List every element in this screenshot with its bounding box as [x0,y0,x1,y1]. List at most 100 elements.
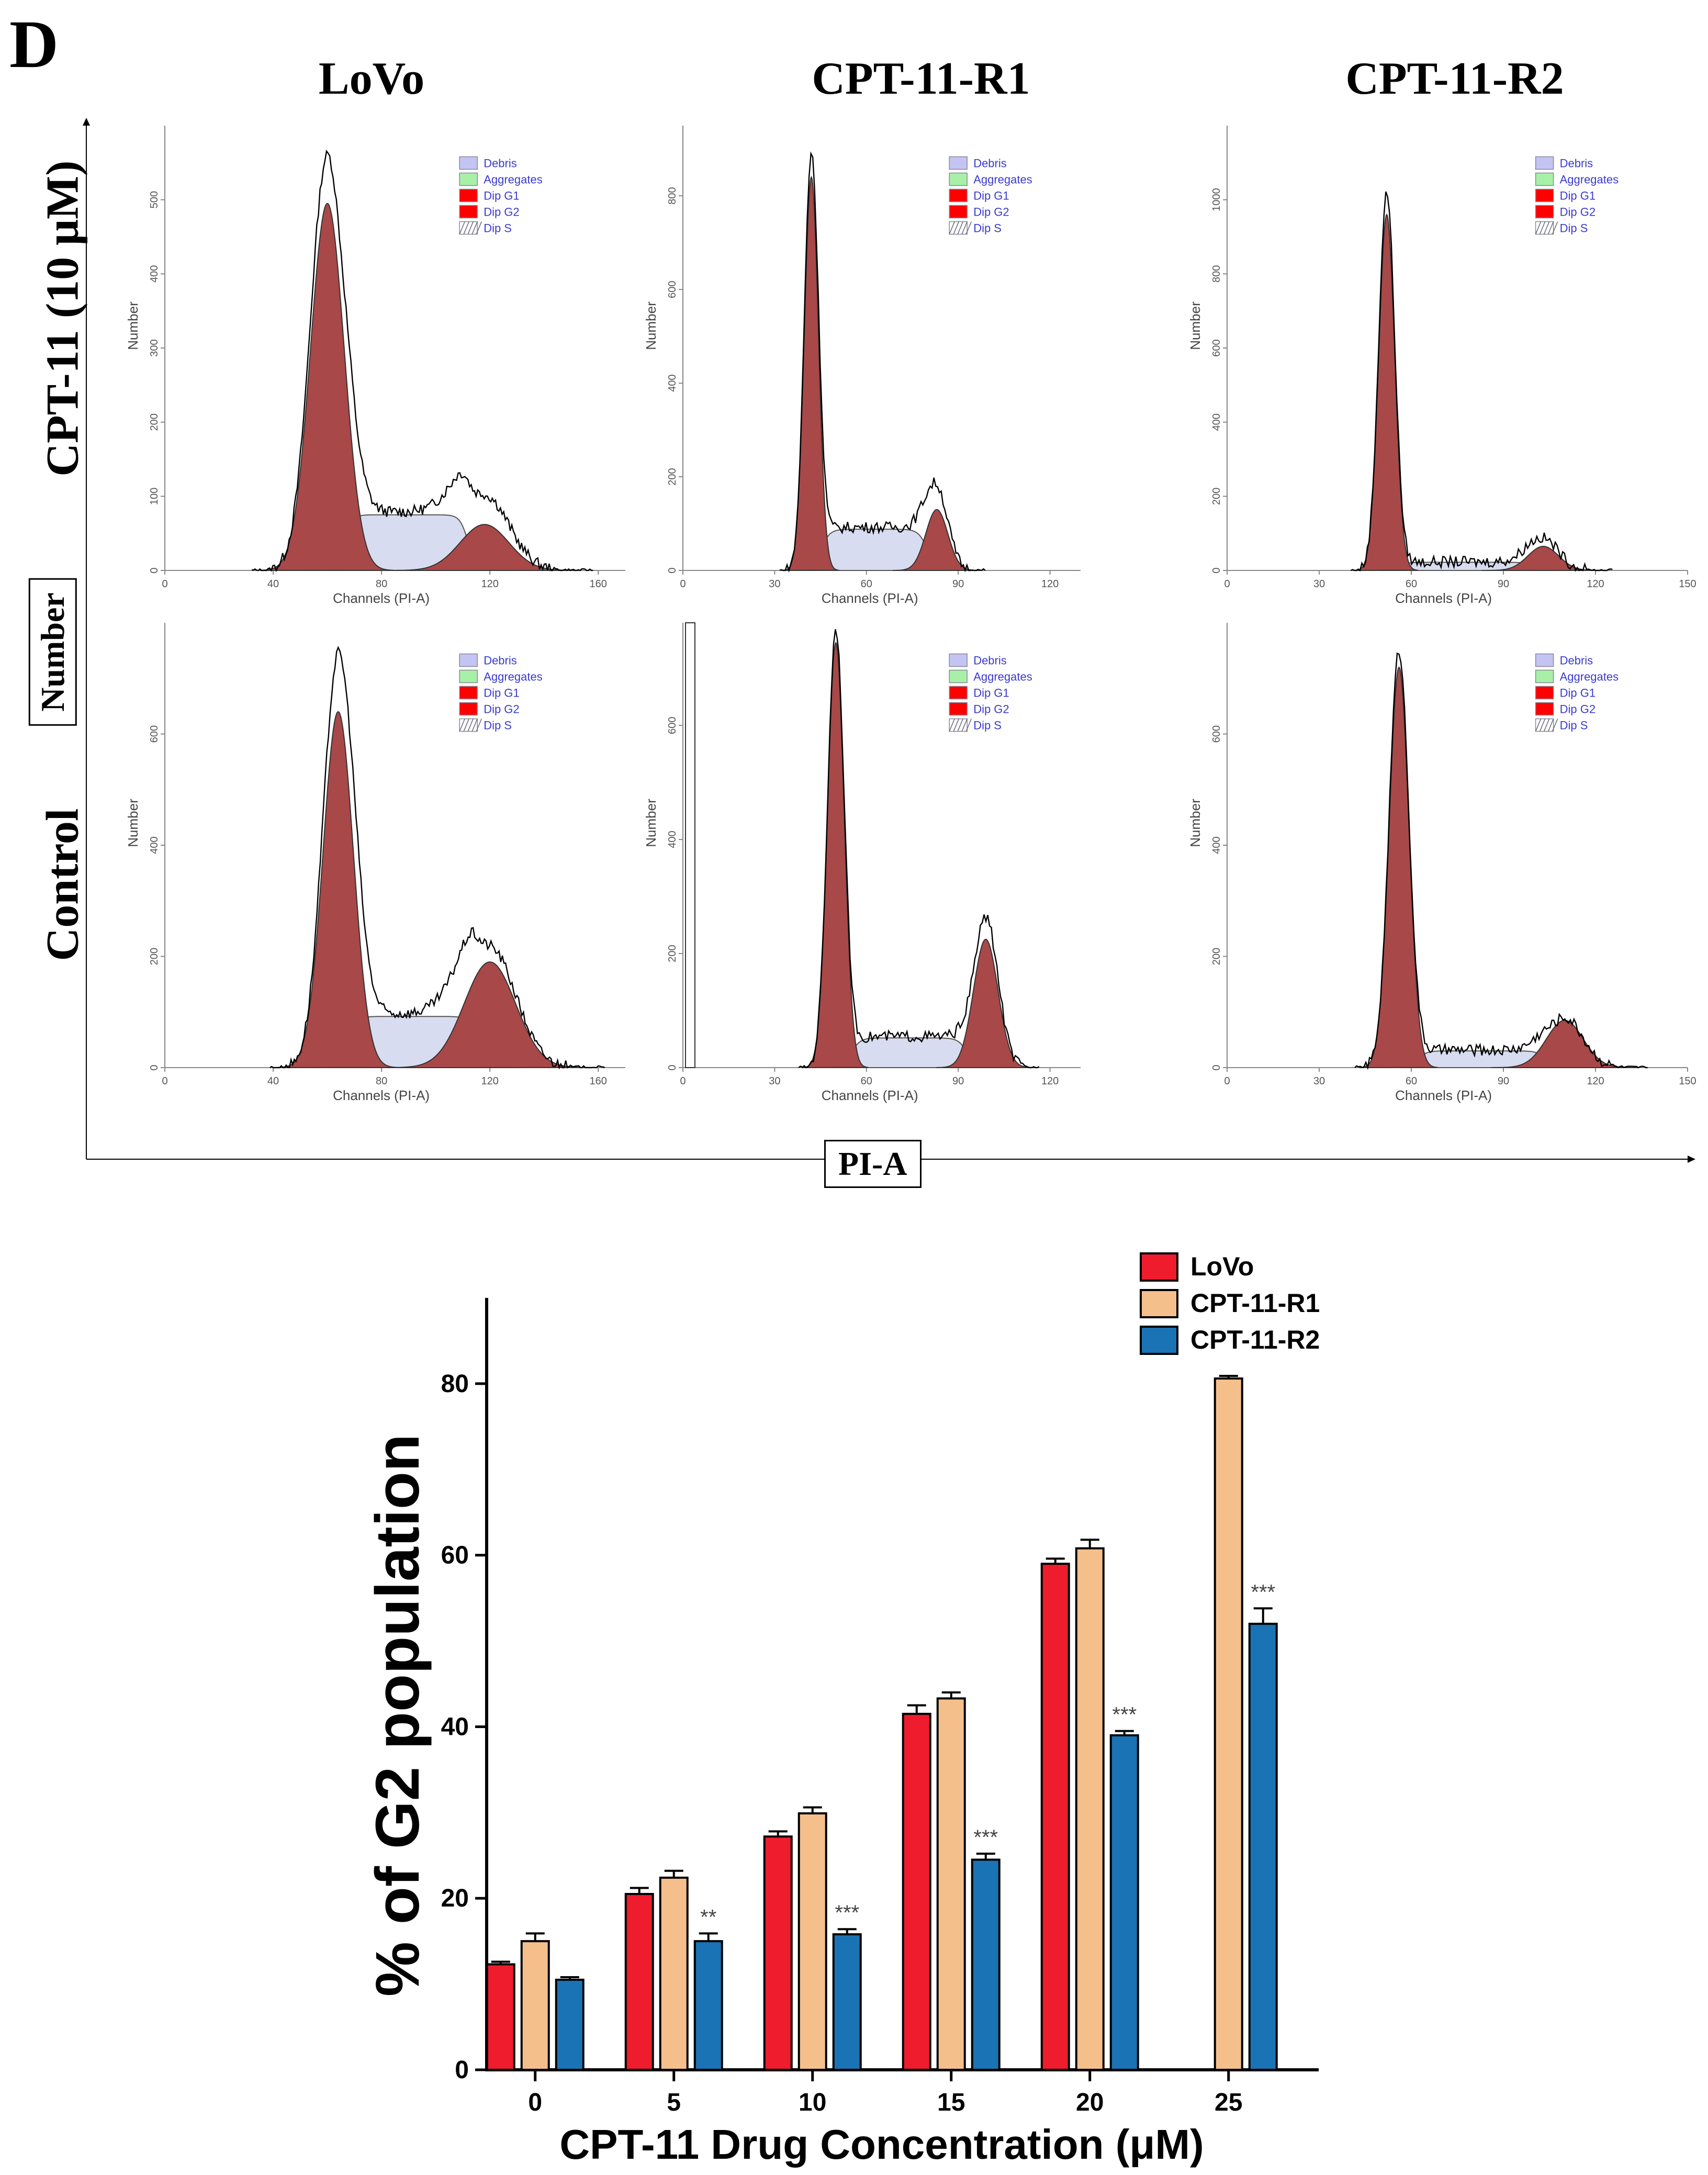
legend-swatch-dip-g1 [1535,188,1554,203]
legend-swatch-debris [949,653,968,667]
bar-legend-swatch-lovo [1140,1252,1178,1282]
hist-x-tick-label: 0 [162,1075,167,1087]
legend-label: Dip S [973,719,1002,732]
hist-g1-peak [802,641,869,1069]
bar-legend-label: CPT-11-R2 [1190,1325,1320,1354]
hist-y-label: Number [643,301,659,350]
hist-y-label: Number [643,799,659,847]
hist-x-tick-label: 60 [861,578,872,590]
bar-lovo-5 [624,1893,654,2071]
hist-y-tick-label: 600 [667,716,678,734]
legend-label: Aggregates [973,173,1032,186]
legend-hatch [467,719,474,732]
legend-label: Dip G1 [484,687,519,700]
legend-hatch [1552,719,1558,732]
legend-swatch-debris [1535,156,1554,170]
bar-x-tick-label: 10 [799,2089,826,2116]
hist-y-tick-label: 0 [149,567,160,573]
legend-swatch-aggregates [949,172,968,186]
bar-y-tick-label: 20 [441,1885,469,1912]
hist-y-tick-label: 0 [667,567,678,573]
hist-x-tick-label: 30 [769,1075,780,1087]
hist-data-trace [798,629,1040,1069]
legend-label: Dip G2 [1560,703,1595,716]
hist-x-tick-label: 120 [1041,578,1059,590]
hist-g2-peak [387,524,581,571]
histogram-panel-lovo-cpt11: 0 40 80 120 160 0 100 200 300 400 500 Channels (PI-… [125,126,625,606]
bar-cpt-11-r1-0 [520,1940,550,2071]
bar-lovo-15 [902,1712,931,2071]
hist-x-tick-label: 160 [590,1075,607,1087]
hist-data-trace [1350,191,1613,572]
bar-y-tick-label: 40 [441,1713,469,1741]
histogram-panel-r2-cpt11: 0 30 60 90 120 150 0 200 400 600 800 1000 Channels (… [1187,126,1696,606]
hist-x-tick-label: 90 [952,1075,964,1087]
legend-hatch [961,221,968,234]
hist-x-tick-label: 0 [680,1075,686,1087]
legend-label: Aggregates [484,670,543,683]
hist-g1-peak [1359,666,1438,1069]
hist-y-label: Number [1187,301,1203,350]
legend-swatch-aggregates [1535,669,1554,683]
hist-x-label: Channels (PI-A) [333,1088,430,1103]
panel-label: D [9,7,59,82]
outer-y-arrow [83,118,90,126]
hist-x-tick-label: 0 [1224,578,1230,590]
legend-swatch-aggregates [1535,172,1554,186]
hist-y-tick-label: 300 [149,339,160,356]
legend-hatch [949,221,955,234]
legend-label: Dip S [484,719,512,732]
legend-label: Dip G1 [973,189,1009,203]
hist-y-tick-label: 400 [1211,413,1222,431]
hist-x-tick-label: 0 [162,578,167,590]
hist-y-tick-label: 0 [667,1064,678,1070]
legend-hatch [1547,719,1554,732]
hist-y-tick-label: 600 [1211,339,1222,356]
hist-y-label: Number [125,301,141,350]
hist-g1-peak [1354,213,1418,571]
bar-cpt-11-r2-25 [1248,1622,1278,2071]
legend-swatch-dip-g2 [1535,702,1554,716]
hist-x-tick-label: 30 [769,578,780,590]
legend-label: Debris [973,654,1007,667]
hist-y-tick-label: 100 [149,488,160,505]
histogram-panel-r1-control: 0 30 60 90 120 0 200 400 600 Channels (PI-A) Numbe… [643,623,1081,1103]
legend-hatch [957,719,963,732]
legend-label: Debris [484,654,517,667]
legend-swatch-dip-g2 [459,702,478,716]
hist-x-tick-label: 90 [1498,1075,1509,1087]
legend-swatch-dip-g1 [949,686,968,700]
bar-x-tick-label: 5 [667,2089,681,2116]
hist-g2-peak [892,509,981,571]
hist-y-tick-label: 400 [1211,836,1222,854]
bar-x-tick-label: 15 [937,2089,965,2116]
legend-label: Dip G2 [484,206,519,219]
legend-hatch [961,719,968,732]
legend-hatch [1543,221,1550,234]
legend-label: Aggregates [484,173,543,186]
legend-label: Aggregates [1560,670,1619,683]
bar-cpt-11-r1-5 [659,1876,689,2071]
hist-x-tick-label: 90 [952,578,964,590]
legend-label: Dip G1 [1560,189,1595,203]
bar-cpt-11-r1-10 [797,1812,827,2071]
legend-hatch [471,221,478,234]
legend-label: Aggregates [973,670,1032,683]
hist-y-tick-label: 400 [149,265,160,283]
legend-hatch [476,221,482,234]
legend-swatch-dip-g2 [1535,205,1554,219]
hist-x-label: Channels (PI-A) [1395,590,1492,606]
bar-cpt-11-r2-5 [693,1940,723,2071]
legend-hatch [1535,221,1542,234]
bar-lovo-10 [763,1835,793,2071]
hist-data-trace [1354,652,1648,1070]
column-title-lovo: LoVo [318,53,425,104]
legend-swatch-debris [1535,653,1554,667]
legend-hatch [1539,221,1546,234]
bar-legend-label: CPT-11-R1 [1190,1288,1320,1318]
hist-x-tick-label: 150 [1679,1075,1696,1087]
legend-hatch [471,719,478,732]
legend-hatch [953,719,959,732]
bar-legend-swatch-cpt-11-r1 [1140,1289,1178,1318]
